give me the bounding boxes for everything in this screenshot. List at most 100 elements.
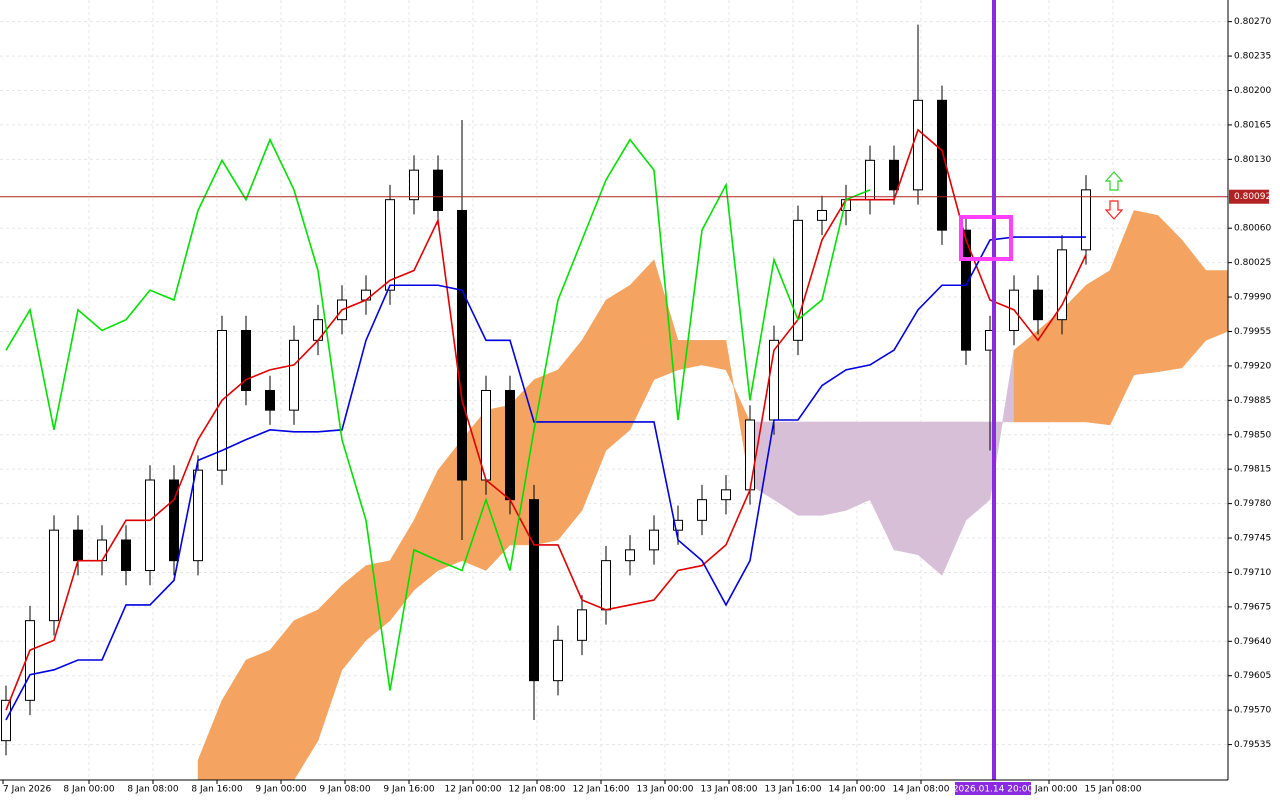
cloud-segment <box>1085 270 1111 426</box>
candle-body <box>817 209 827 221</box>
candle-body <box>505 389 515 501</box>
y-tick-label: 0.80165 <box>1234 120 1271 130</box>
y-tick-label: 0.79745 <box>1234 534 1271 544</box>
candle-body <box>889 159 899 191</box>
x-tick-label: 12 Jan 16:00 <box>573 785 630 795</box>
candle-body <box>721 489 731 501</box>
candle-body <box>241 329 251 391</box>
candle-body <box>289 339 299 411</box>
candle-body <box>1057 249 1067 321</box>
y-tick-label: 0.79850 <box>1234 430 1271 440</box>
candle-body <box>73 529 83 562</box>
cloud-segment <box>245 649 271 780</box>
cursor-time-box <box>955 782 1031 795</box>
y-tick-label: 0.79535 <box>1234 740 1271 750</box>
candle-body <box>697 499 707 521</box>
x-tick-label: 12 Jan 00:00 <box>445 785 502 795</box>
indicator-line <box>5 137 871 691</box>
cloud-segment <box>1133 210 1159 376</box>
cloud-segment <box>557 339 583 541</box>
x-tick-label: 14 Jan 00:00 <box>829 785 886 795</box>
y-tick-label: 0.80235 <box>1234 52 1271 62</box>
plot-area <box>0 24 1228 780</box>
y-tick-label: 0.79815 <box>1234 465 1271 475</box>
x-tick-label: 14 Jan 08:00 <box>893 785 950 795</box>
y-tick-label: 0.79675 <box>1234 602 1271 612</box>
y-tick-label: 0.79605 <box>1234 671 1271 681</box>
candle-body <box>121 539 131 571</box>
axes: 0.80270 0.80235 0.80200 0.80165 0.80130 0.800… <box>2 17 1271 795</box>
x-tick-label: 15 Jan 00:00 <box>1021 785 1078 795</box>
highlight-box <box>959 215 1013 261</box>
candle-body <box>529 499 539 682</box>
cloud-segment <box>773 421 799 516</box>
candle-body <box>481 389 491 481</box>
candle-body <box>361 289 371 301</box>
candle-body <box>97 539 107 562</box>
candle-body <box>553 639 563 682</box>
candle-body <box>409 169 419 201</box>
x-tick-label: 9 Jan 00:00 <box>255 785 307 795</box>
current-price-box <box>1229 189 1269 204</box>
candle-body <box>433 169 443 211</box>
candle-body <box>649 529 659 551</box>
cloud-segment <box>221 659 247 780</box>
candle-body <box>865 159 875 201</box>
cloud-segment <box>845 421 871 511</box>
x-tick-label: 13 Jan 08:00 <box>701 785 758 795</box>
candle-body <box>193 469 203 562</box>
y-tick-label: 0.79640 <box>1234 637 1271 647</box>
cloud-segment <box>917 421 943 576</box>
x-tick-label: 8 Jan 08:00 <box>127 785 179 795</box>
candle-body <box>577 609 587 641</box>
candle-body <box>961 229 971 351</box>
candle-body <box>49 529 59 622</box>
candle-body <box>625 549 635 562</box>
candle-body <box>1 699 11 742</box>
candle-body <box>601 560 611 611</box>
cloud-segment <box>677 340 703 371</box>
indicator-line <box>5 236 1086 721</box>
cloud-segment <box>701 340 727 371</box>
cloud-segment <box>893 421 919 556</box>
down-arrow <box>1104 200 1124 220</box>
y-tick-label: 0.79570 <box>1234 706 1271 716</box>
cloud-segment <box>269 619 295 780</box>
candle-body <box>913 99 923 191</box>
y-tick-label: 0.80060 <box>1234 224 1271 234</box>
cloud-segment <box>1157 214 1183 373</box>
x-tick-label: 8 Jan 00:00 <box>63 785 115 795</box>
y-tick-label: 0.79885 <box>1234 396 1271 406</box>
cloud-segment <box>797 421 823 516</box>
candle-body <box>673 519 683 531</box>
candle-body <box>745 419 755 491</box>
cloud-segment <box>197 700 223 780</box>
cloud-segment <box>821 421 847 516</box>
x-tick-label: 15 Jan 08:00 <box>1085 785 1142 795</box>
x-tick-label: 9 Jan 16:00 <box>383 785 435 795</box>
x-tick-label: 13 Jan 00:00 <box>637 785 694 795</box>
indicator-line <box>5 128 1087 711</box>
y-tick-label: 0.79920 <box>1234 361 1271 371</box>
candle-body <box>265 389 275 411</box>
y-tick-label: 0.79955 <box>1234 327 1271 337</box>
up-arrow <box>1104 171 1124 191</box>
x-tick-label: 7 Jan 2026 <box>3 785 51 795</box>
candle-body <box>169 479 179 562</box>
cloud-segment <box>1205 270 1228 341</box>
y-tick-label: 0.80270 <box>1234 17 1271 27</box>
candle-body <box>793 219 803 341</box>
x-tick-label: 13 Jan 16:00 <box>765 785 822 795</box>
y-tick-label: 0.79780 <box>1234 499 1271 509</box>
x-tick-label: 9 Jan 08:00 <box>319 785 371 795</box>
y-tick-label: 0.80200 <box>1234 86 1271 96</box>
candle-body <box>385 199 395 291</box>
cursor-time-label: 2026.01.14 20:00 <box>953 785 1034 795</box>
y-tick-label: 0.80025 <box>1234 258 1271 268</box>
current-price-label: 0.80092 <box>1234 192 1271 202</box>
x-tick-label: 8 Jan 16:00 <box>191 785 243 795</box>
y-tick-label: 0.80130 <box>1234 155 1271 165</box>
cloud-segment <box>605 284 631 452</box>
candle-body <box>25 620 35 701</box>
